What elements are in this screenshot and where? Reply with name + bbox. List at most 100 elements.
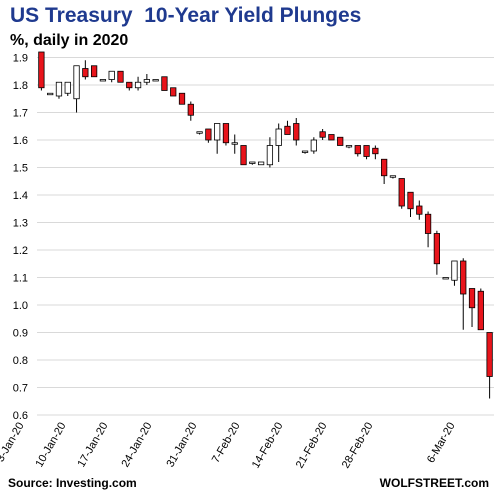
candle [108,70,115,83]
candle [266,137,274,168]
candle [354,145,361,157]
x-tick-label: 17-Jan-20 [75,421,110,470]
x-tick-label: 14-Feb-20 [250,421,286,471]
y-tick-label: 1.8 [13,80,28,92]
candle [64,81,71,96]
candle-body [108,70,115,80]
candle [143,74,150,85]
candle-body [55,81,63,97]
candle-body [91,65,98,78]
candle [117,70,124,83]
candle-body [284,125,291,135]
y-tick-label: 0.9 [13,328,28,340]
candle [424,211,432,248]
candle-body [187,103,194,116]
candle-body [460,260,467,295]
candle [337,136,344,146]
y-tick-label: 1.7 [13,108,28,120]
y-axis: 0.6 0.7 0.8 0.9 1.0 1.1 1.2 1.3 1.4 1.5 1.6 1.7 1.8 1… [13,53,28,423]
y-tick-label: 1.9 [13,53,28,65]
x-tick-label: 28-Feb-20 [340,421,376,471]
candle [187,101,194,121]
candle-body [381,158,388,177]
candle [91,65,98,78]
candle-body [257,161,265,166]
candle-body [73,65,80,100]
candle-body [345,145,353,148]
candle-body [310,139,317,152]
x-tick-label: 21-Feb-20 [294,421,330,471]
candle [240,145,247,166]
x-tick-label: 3-Jan-20 [0,421,27,465]
x-tick-label: 7-Feb-20 [210,421,243,466]
candle-body [126,81,133,89]
candle-body [205,128,212,141]
candle-body [442,277,449,280]
candle [222,123,230,146]
candle-body [249,161,256,164]
candle [82,60,89,80]
candle-body [161,76,168,91]
candle [161,76,168,91]
chart-subtitle: %, daily in 2020 [10,32,129,49]
candle-body [468,288,476,309]
y-tick-label: 0.6 [13,410,28,422]
candle-body [486,332,493,377]
brand-label: WOLFSTREET.com [379,476,489,490]
candle [47,92,54,96]
candle [477,288,484,331]
candle-body [389,175,397,178]
candle-body [240,145,247,166]
candle-body [424,213,432,234]
candle [468,288,476,327]
candle [407,191,414,217]
candle [319,129,326,140]
candle-body [372,147,379,155]
candle [134,76,142,91]
candle [372,145,379,160]
candle-body [337,136,344,146]
candle-body [416,205,423,215]
candle-body [143,79,150,83]
y-tick-label: 0.7 [13,383,28,395]
y-tick-label: 0.8 [13,355,28,367]
candle [442,277,449,280]
candle [73,65,80,113]
source-note: Source: Investing.com [8,476,137,490]
y-tick-label: 1.3 [13,218,28,230]
candle [293,118,300,146]
candle-body [178,92,186,105]
candle [196,131,203,135]
candle [460,258,467,330]
candle-body [328,134,335,141]
candle [416,200,423,220]
candle-body [196,131,203,134]
candle-body [38,51,45,89]
chart-title: US Treasury 10-Year Yield Plunges [10,4,362,27]
y-tick-label: 1.6 [13,135,28,147]
candle-body [222,123,230,144]
candle-body [152,79,159,82]
candle [284,120,291,135]
candle-body [363,145,370,157]
candle-body [266,145,274,166]
candle [310,137,317,154]
x-axis: 3-Jan-20 10-Jan-20 17-Jan-20 24-Jan-20 31-Ja… [0,421,458,471]
y-tick-label: 1.2 [13,245,28,257]
candles [38,51,493,399]
candle-body [301,150,309,153]
candle [328,134,335,141]
candle-body [117,70,124,83]
candle-body [293,123,300,141]
y-tick-label: 1.0 [13,300,28,312]
candle-body [64,81,71,94]
candle-body [47,92,54,96]
y-tick-label: 1.4 [13,190,28,202]
candle [178,92,186,105]
y-tick-label: 1.5 [13,163,28,175]
candle [381,158,388,184]
candle [231,134,238,154]
y-tick-label: 1.1 [13,273,28,285]
candle [205,128,212,143]
candle-body [82,68,89,78]
